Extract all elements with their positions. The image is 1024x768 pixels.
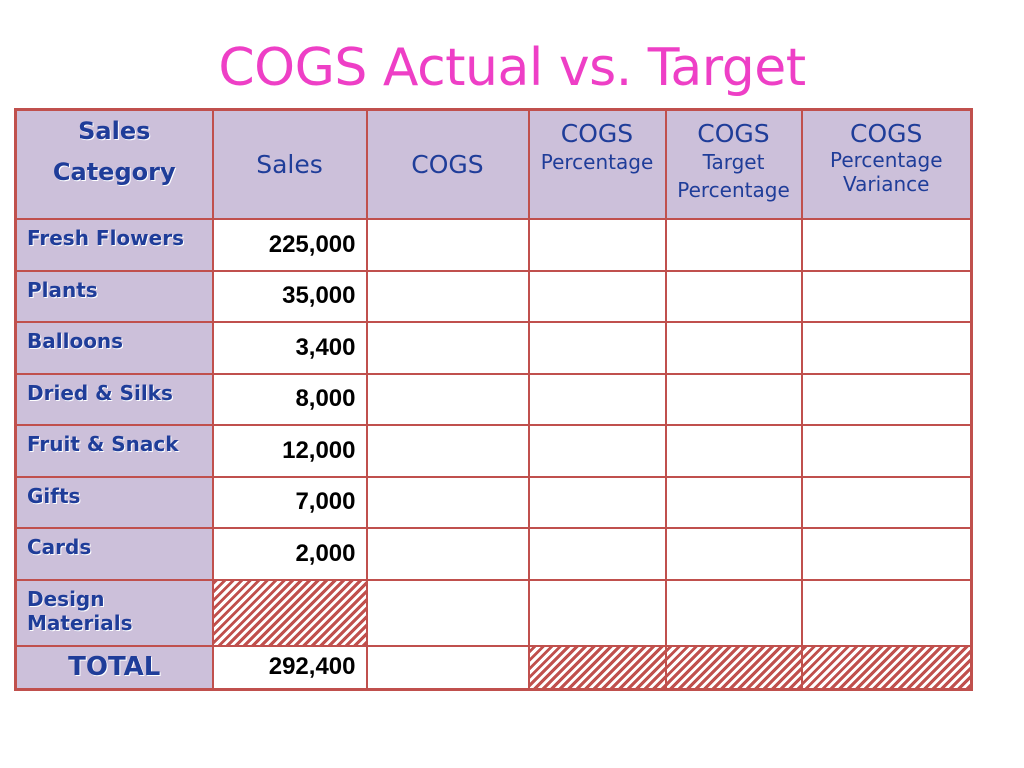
total-cogs-target-hatched <box>664 644 803 691</box>
total-cogs-percentage-hatched <box>527 644 667 691</box>
row-cogs-target[interactable] <box>664 578 803 647</box>
table-row: Balloons 3,400 <box>14 320 973 375</box>
row-cogs-variance[interactable] <box>800 423 973 478</box>
row-cogs-percentage[interactable] <box>527 372 667 426</box>
row-category: Gifts <box>14 475 214 529</box>
total-cogs[interactable] <box>365 644 530 691</box>
row-category: Fresh Flowers <box>14 217 214 272</box>
row-sales: 3,400 <box>211 320 368 375</box>
header-sales-label: Sales <box>256 149 323 179</box>
header-cogs-pct-sub: Percentage <box>540 150 654 174</box>
row-sales: 12,000 <box>211 423 368 478</box>
header-cogs-percentage: COGS Percentage <box>527 108 667 220</box>
table-row: Cards 2,000 <box>14 526 973 581</box>
header-cogs-pct-main: COGS <box>560 119 634 148</box>
row-category-line2: Materials <box>27 610 133 635</box>
header-category-line1: Sales <box>78 117 151 145</box>
total-cogs-variance-hatched <box>800 644 973 691</box>
header-cogs-target-sub2: Percentage <box>677 178 790 202</box>
row-category: Plants <box>14 269 214 323</box>
row-category: Cards <box>14 526 214 581</box>
table-row: Gifts 7,000 <box>14 475 973 529</box>
header-cogs-target-main: COGS <box>697 119 770 148</box>
row-sales: 225,000 <box>211 217 368 272</box>
row-cogs-target[interactable] <box>664 320 803 375</box>
header-cogs-variance: COGS Percentage Variance <box>800 108 973 220</box>
row-cogs-variance[interactable] <box>800 526 973 581</box>
row-cogs[interactable] <box>365 217 530 272</box>
row-cogs-percentage[interactable] <box>527 269 667 323</box>
header-cogs-var-sub1: Percentage <box>829 148 943 172</box>
header-sales: Sales <box>211 108 368 220</box>
row-sales: 2,000 <box>211 526 368 581</box>
row-cogs-target[interactable] <box>664 475 803 529</box>
row-cogs[interactable] <box>365 269 530 323</box>
row-category-line1: Design <box>27 586 105 611</box>
header-cogs: COGS <box>365 108 530 220</box>
header-cogs-target-sub1: Target <box>702 150 765 174</box>
row-cogs-variance[interactable] <box>800 372 973 426</box>
table-row: Plants 35,000 <box>14 269 973 323</box>
header-cogs-var-main: COGS <box>850 119 923 148</box>
header-cogs-var-sub2: Variance <box>843 172 930 196</box>
row-category: Fruit & Snack <box>14 423 214 478</box>
row-cogs-percentage[interactable] <box>527 320 667 375</box>
row-cogs-variance[interactable] <box>800 269 973 323</box>
row-cogs[interactable] <box>365 372 530 426</box>
row-cogs[interactable] <box>365 526 530 581</box>
header-sales-category: Sales Category <box>14 108 214 220</box>
slide-title: COGS Actual vs. Target <box>218 38 806 98</box>
header-cogs-label: COGS <box>411 149 484 179</box>
row-cogs[interactable] <box>365 320 530 375</box>
row-cogs-target[interactable] <box>664 372 803 426</box>
row-cogs-target[interactable] <box>664 526 803 581</box>
table-row: Dried & Silks 8,000 <box>14 372 973 426</box>
row-cogs-percentage[interactable] <box>527 578 667 647</box>
row-cogs[interactable] <box>365 423 530 478</box>
total-label: TOTAL <box>14 644 214 691</box>
row-cogs-target[interactable] <box>664 217 803 272</box>
row-sales: 35,000 <box>211 269 368 323</box>
table-row: Fruit & Snack 12,000 <box>14 423 973 478</box>
header-row: Sales Category Sales COGS COGS Percentag… <box>14 108 973 220</box>
row-sales: 8,000 <box>211 372 368 426</box>
row-cogs-variance[interactable] <box>800 578 973 647</box>
row-cogs-target[interactable] <box>664 269 803 323</box>
row-cogs-target[interactable] <box>664 423 803 478</box>
table-row: Fresh Flowers 225,000 <box>14 217 973 272</box>
row-cogs-variance[interactable] <box>800 217 973 272</box>
cogs-table: Sales Category Sales COGS COGS Percentag… <box>14 108 973 691</box>
total-row: TOTAL 292,400 <box>14 644 973 691</box>
table-row: Design Materials <box>14 578 973 647</box>
row-cogs-percentage[interactable] <box>527 217 667 272</box>
row-cogs-percentage[interactable] <box>527 526 667 581</box>
header-cogs-target: COGS Target Percentage <box>664 108 803 220</box>
row-cogs-variance[interactable] <box>800 475 973 529</box>
row-cogs[interactable] <box>365 578 530 647</box>
row-cogs-percentage[interactable] <box>527 423 667 478</box>
row-cogs[interactable] <box>365 475 530 529</box>
row-cogs-percentage[interactable] <box>527 475 667 529</box>
header-category-line2: Category <box>52 158 176 186</box>
row-cogs-variance[interactable] <box>800 320 973 375</box>
row-sales-hatched <box>211 578 368 647</box>
total-sales: 292,400 <box>211 644 368 691</box>
row-sales: 7,000 <box>211 475 368 529</box>
row-category: Balloons <box>14 320 214 375</box>
row-category: Dried & Silks <box>14 372 214 426</box>
row-category: Design Materials <box>14 578 214 647</box>
